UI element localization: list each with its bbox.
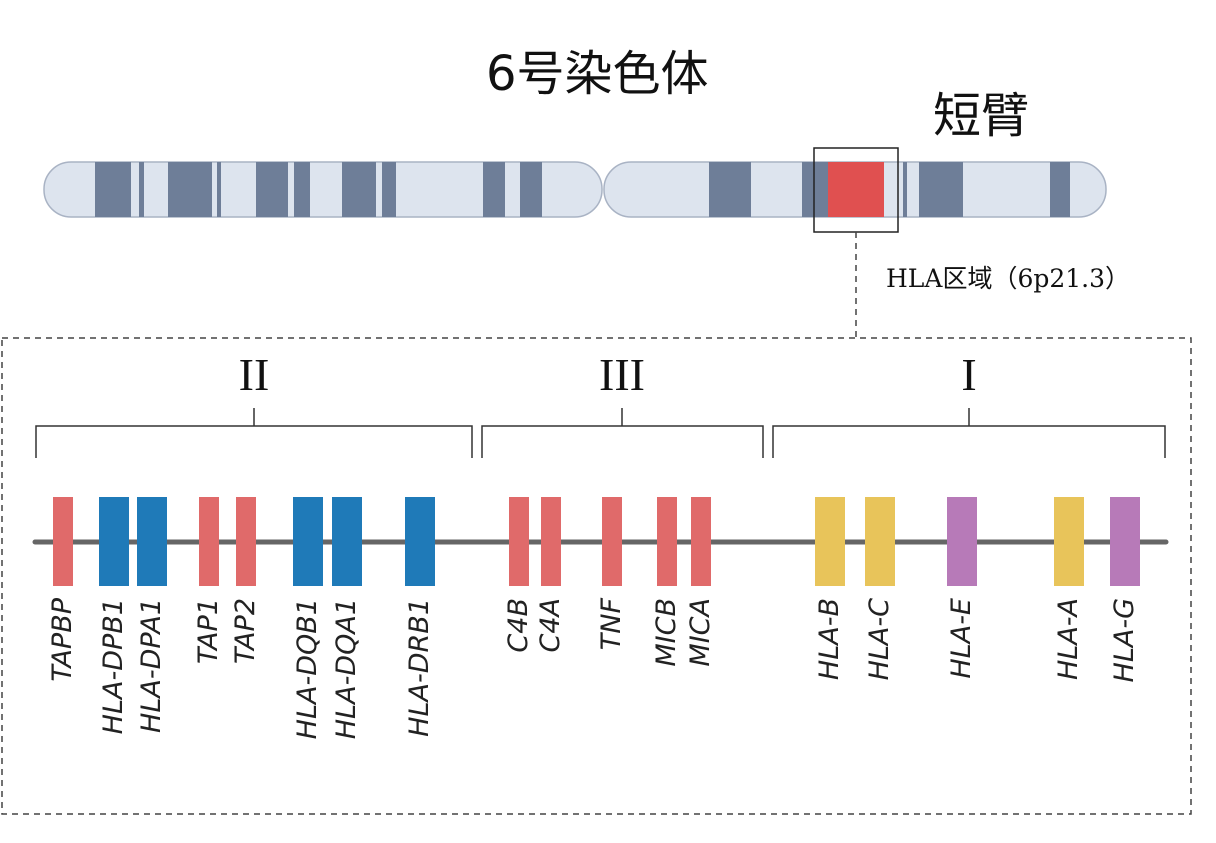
- gene-box-tnf: [602, 497, 622, 586]
- gene-box-hla-b: [815, 497, 845, 586]
- gene-box-c4b: [509, 497, 529, 586]
- class-brackets: [35, 408, 1166, 458]
- hla-region-label: HLA区域（6p21.3）: [886, 264, 1131, 293]
- gene-box-c4a: [541, 497, 561, 586]
- region-frame: [1, 337, 1192, 815]
- gene-box-hla-dqa1: [332, 497, 362, 586]
- gene-box-mica: [691, 497, 711, 586]
- bracket-class-i: [772, 408, 1166, 458]
- chromosome-short-arm: [603, 161, 1107, 218]
- gene-label-micb: MICB: [651, 598, 682, 667]
- gene-label-c4a: C4A: [535, 598, 566, 653]
- gene-box-hla-c: [865, 497, 895, 586]
- gene-label-hla-g: HLA-G: [1109, 598, 1140, 683]
- chromosome-long-arm: [43, 161, 603, 218]
- gene-box-tap1: [199, 497, 219, 586]
- gene-box-tapbp: [53, 497, 73, 586]
- gene-label-hla-c: HLA-C: [864, 598, 895, 681]
- bracket-class-iii: [481, 408, 764, 458]
- gene-box-micb: [657, 497, 677, 586]
- gene-box-tap2: [236, 497, 256, 586]
- gene-label-hla-dqa1: HLA-DQA1: [331, 598, 362, 740]
- gene-label-tnf: TNF: [596, 598, 627, 651]
- bracket-class-ii: [35, 408, 473, 458]
- class-ii-label: II: [238, 349, 270, 400]
- gene-label-tapbp: TAPBP: [47, 598, 78, 682]
- gene-label-hla-e: HLA-E: [946, 598, 977, 679]
- gene-label-mica: MICA: [685, 598, 716, 667]
- gene-label-tap2: TAP2: [230, 598, 261, 664]
- class-i-label: I: [961, 349, 977, 400]
- gene-label-hla-a: HLA-A: [1053, 598, 1084, 681]
- gene-label-hla-dqb1: HLA-DQB1: [292, 598, 323, 740]
- gene-box-hla-a: [1054, 497, 1084, 586]
- gene-box-hla-g: [1110, 497, 1140, 586]
- gene-label-tap1: TAP1: [193, 598, 224, 664]
- gene-label-hla-drb1: HLA-DRB1: [404, 598, 435, 737]
- gene-box-hla-dpa1: [137, 497, 167, 586]
- chromosome-title: 6号染色体: [486, 46, 709, 102]
- gene-box-hla-e: [947, 497, 977, 586]
- class-iii-label: III: [599, 349, 645, 400]
- hla-region-highlight: [828, 162, 884, 217]
- gene-label-hla-dpa1: HLA-DPA1: [136, 598, 167, 733]
- gene-label-c4b: C4B: [503, 598, 534, 653]
- gene-box-hla-drb1: [405, 497, 435, 586]
- gene-box-hla-dqb1: [293, 497, 323, 586]
- gene-label-hla-dpb1: HLA-DPB1: [98, 598, 129, 735]
- gene-box-hla-dpb1: [99, 497, 129, 586]
- short-arm-label: 短臂: [933, 88, 1030, 144]
- gene-label-hla-b: HLA-B: [814, 598, 845, 681]
